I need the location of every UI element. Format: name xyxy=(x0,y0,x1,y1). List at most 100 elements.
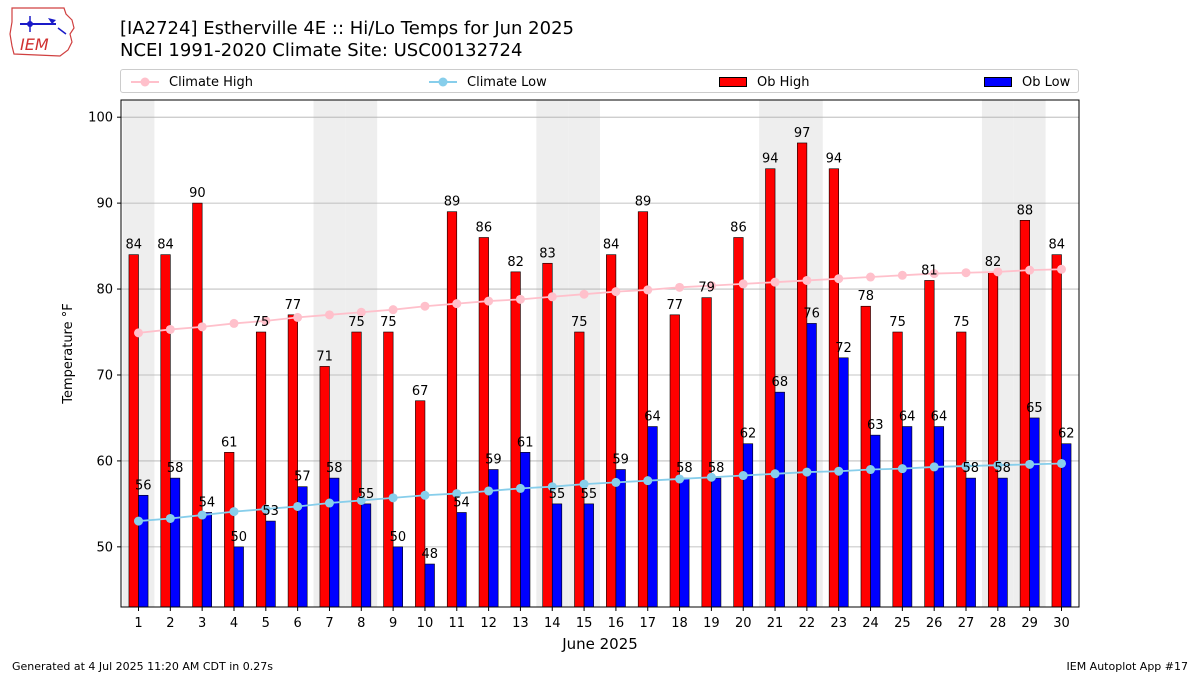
legend-climate-low: Climate Low xyxy=(429,73,547,91)
climate-high-point xyxy=(229,318,239,328)
ob-low-data-label: 54 xyxy=(453,495,470,510)
legend-ob-low: Ob Low xyxy=(984,73,1070,91)
ob-low-data-label: 55 xyxy=(581,487,598,502)
x-axis-label: June 2025 xyxy=(561,635,638,653)
x-tick-label: 24 xyxy=(862,616,879,631)
ob-low-bar xyxy=(806,323,817,608)
x-tick-label: 27 xyxy=(958,616,975,631)
ob-high-bar xyxy=(351,331,362,608)
ob-low-bar xyxy=(902,426,913,608)
legend: Climate High Climate Low Ob High Ob Low xyxy=(120,69,1079,93)
climate-high-point xyxy=(675,282,685,292)
ob-low-bar xyxy=(424,563,435,608)
ob-low-data-label: 65 xyxy=(1026,401,1043,416)
ob-low-bar xyxy=(520,452,531,608)
ob-low-bar xyxy=(711,477,722,608)
ob-high-data-label: 77 xyxy=(667,298,684,313)
climate-low-point xyxy=(484,486,494,496)
ob-high-data-label: 71 xyxy=(316,349,333,364)
climate-low-point xyxy=(452,489,462,499)
climate-low-point xyxy=(515,483,525,493)
x-tick-label: 5 xyxy=(262,616,270,631)
ob-high-data-label: 84 xyxy=(125,238,142,253)
ob-high-bar xyxy=(319,366,330,608)
x-tick-label: 4 xyxy=(230,616,238,631)
ob-low-bar xyxy=(870,434,881,608)
ob-low-bar xyxy=(997,477,1008,608)
x-tick-label: 12 xyxy=(480,616,497,631)
climate-low-point xyxy=(165,513,175,523)
ob-high-data-label: 82 xyxy=(985,255,1002,270)
ob-high-data-label: 84 xyxy=(1048,238,1065,253)
ob-low-data-label: 50 xyxy=(390,530,407,545)
climate-high-point xyxy=(802,275,812,285)
climate-high-point xyxy=(834,274,844,284)
x-tick-label: 17 xyxy=(639,616,656,631)
y-tick-label: 90 xyxy=(96,197,113,212)
chart-subtitle: NCEI 1991-2020 Climate Site: USC00132724 xyxy=(120,40,523,61)
x-tick-label: 25 xyxy=(894,616,911,631)
climate-low-point xyxy=(356,495,366,505)
climate-high-point xyxy=(643,285,653,295)
ob-low-bar xyxy=(329,477,340,608)
climate-low-point xyxy=(802,467,812,477)
ob-low-data-label: 58 xyxy=(676,461,693,476)
climate-high-point xyxy=(324,310,334,320)
climate-high-point xyxy=(293,312,303,322)
y-tick-label: 70 xyxy=(96,368,113,383)
climate-low-point xyxy=(643,476,653,486)
ob-low-bar xyxy=(615,469,626,608)
ob-low-data-label: 61 xyxy=(517,435,534,450)
climate-low-point xyxy=(293,501,303,511)
ob-high-data-label: 75 xyxy=(889,315,906,330)
ob-low-data-label: 58 xyxy=(708,461,725,476)
x-tick-label: 28 xyxy=(990,616,1007,631)
ob-high-bar xyxy=(128,254,139,608)
ob-low-bar xyxy=(233,546,244,608)
climate-low-point xyxy=(738,471,748,481)
x-tick-label: 18 xyxy=(671,616,688,631)
ob-high-data-label: 75 xyxy=(380,315,397,330)
x-tick-label: 2 xyxy=(166,616,174,631)
climate-low-point xyxy=(993,460,1003,470)
climate-high-point xyxy=(197,322,207,332)
ob-high-bar xyxy=(192,202,203,608)
chart-title: [IA2724] Estherville 4E :: Hi/Lo Temps f… xyxy=(120,18,574,39)
x-tick-label: 11 xyxy=(449,616,466,631)
climate-high-point xyxy=(356,307,366,317)
climate-high-point xyxy=(547,292,557,302)
climate-high-point xyxy=(515,294,525,304)
climate-low-line xyxy=(138,462,1062,522)
ob-low-bar xyxy=(965,477,976,608)
climate-low-point xyxy=(388,493,398,503)
ob-low-bar xyxy=(583,503,594,608)
climate-low-point xyxy=(579,479,589,489)
climate-low-point xyxy=(961,461,971,471)
x-tick-label: 10 xyxy=(417,616,434,631)
ob-high-bar xyxy=(255,331,267,608)
ob-low-data-label: 64 xyxy=(931,410,948,425)
ob-high-data-label: 86 xyxy=(730,220,747,235)
ob-low-data-label: 59 xyxy=(485,453,502,468)
ob-low-bar xyxy=(456,512,467,608)
ob-low-bar xyxy=(774,391,785,608)
ob-low-data-label: 63 xyxy=(867,418,884,433)
climate-high-point xyxy=(261,316,271,326)
ob-high-data-label: 82 xyxy=(507,255,524,270)
climate-high-point xyxy=(1056,264,1066,274)
ob-low-bar xyxy=(392,546,403,608)
y-tick-label: 50 xyxy=(96,540,113,555)
climate-high-point xyxy=(165,324,175,334)
climate-high-point xyxy=(993,267,1003,277)
ob-low-bar xyxy=(360,503,372,608)
ob-high-data-label: 67 xyxy=(412,384,429,399)
svg-text:IEM: IEM xyxy=(20,35,49,54)
climate-low-point xyxy=(929,462,939,472)
x-tick-label: 14 xyxy=(544,616,561,631)
climate-high-point xyxy=(706,281,716,291)
climate-high-point xyxy=(611,287,621,297)
x-tick-label: 29 xyxy=(1021,616,1038,631)
ob-high-data-label: 94 xyxy=(826,152,843,167)
ob-high-data-label: 84 xyxy=(157,238,174,253)
legend-ob-high: Ob High xyxy=(719,73,810,91)
